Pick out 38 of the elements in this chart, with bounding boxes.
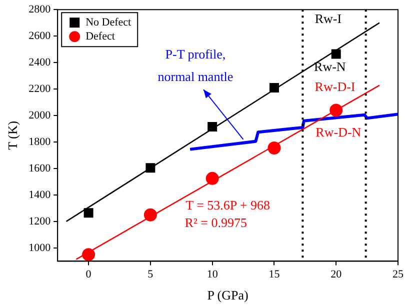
annotation: Rw-I — [314, 11, 342, 26]
point — [206, 172, 219, 185]
y-axis-title: T (K) — [5, 120, 20, 150]
x-tick-label: 25 — [392, 268, 404, 281]
point — [330, 104, 343, 117]
x-tick-label: 10 — [206, 268, 218, 281]
y-tick-label: 2400 — [28, 56, 52, 68]
x-tick-label: 0 — [86, 268, 92, 281]
annotation: P-T profile, — [165, 46, 226, 62]
x-axis-title: P (GPa) — [207, 288, 248, 303]
point — [146, 163, 156, 173]
y-tick-label: 1800 — [28, 136, 52, 148]
y-tick-label: 2600 — [28, 30, 52, 42]
y-tick-label: 1200 — [28, 215, 52, 228]
point — [84, 208, 94, 218]
y-tick-label: 2200 — [28, 82, 52, 95]
annotation: normal mantle — [158, 68, 234, 84]
point — [144, 208, 157, 222]
point — [331, 49, 341, 59]
annotation: Rw-N — [314, 58, 346, 74]
annotation: T = 53.6P + 968 — [186, 197, 270, 212]
legend-label: No Defect — [86, 16, 132, 28]
y-tick-label: 1000 — [28, 242, 52, 254]
x-tick-label: 5 — [148, 268, 154, 281]
point — [269, 82, 279, 92]
x-tick-label: 15 — [268, 268, 280, 281]
point — [208, 122, 218, 132]
point — [268, 141, 281, 154]
y-tick-label: 1400 — [28, 188, 52, 201]
point — [82, 248, 96, 262]
annotation: Rw-D-N — [316, 124, 362, 140]
annotation: R² = 0.9975 — [184, 214, 247, 230]
y-tick-label: 2800 — [28, 3, 52, 16]
annotation: Rw-D-I — [314, 79, 356, 94]
y-tick-label: 2000 — [28, 109, 52, 122]
y-tick-label: 1600 — [28, 162, 52, 174]
legend-label: Defect — [86, 30, 115, 42]
x-tick-label: 20 — [330, 268, 342, 281]
